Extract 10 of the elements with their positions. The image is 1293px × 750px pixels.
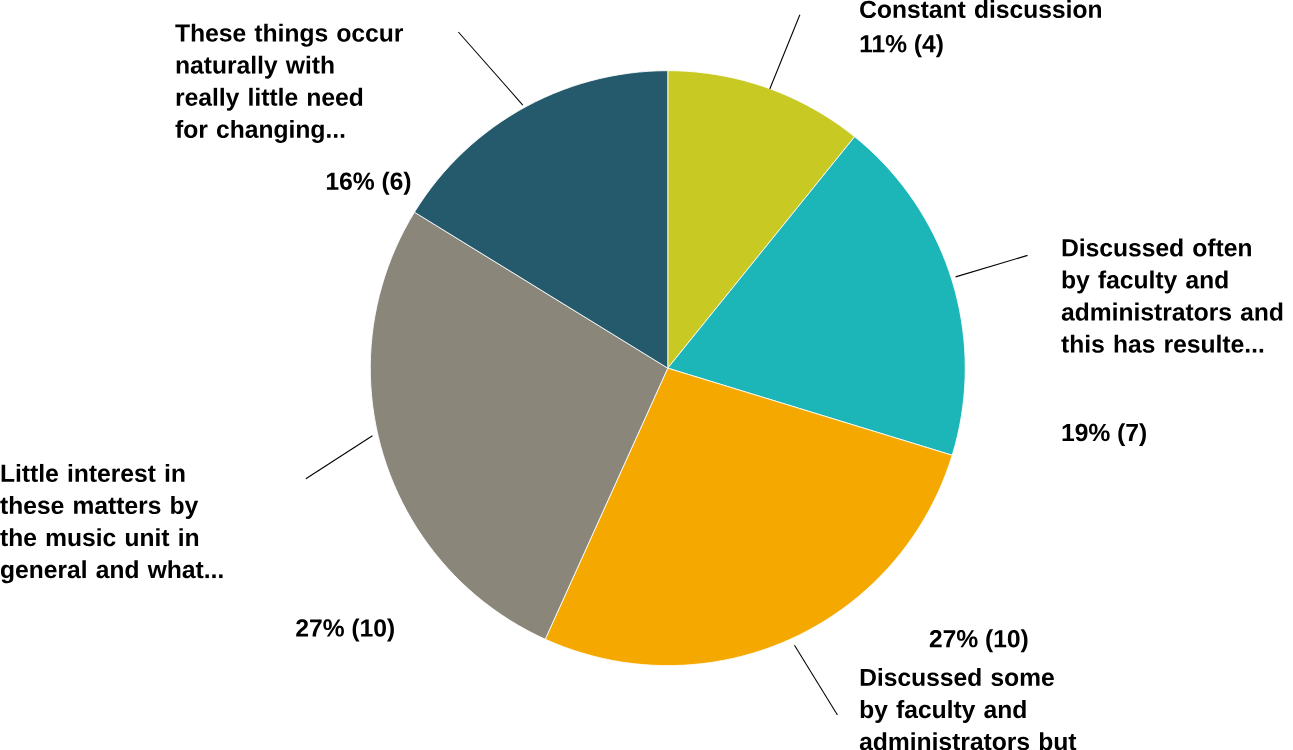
data-label: 19% (7) [1062,423,1146,446]
data-label: 27% (10) [296,618,394,642]
data-label: 16% (6) [326,171,411,195]
slice-label: Little interest in these matters by the music unit in general and what... [0,463,223,584]
data-label: 11% (4) [860,34,943,58]
slice-label: Discussed some by faculty and administrators but [859,667,1077,750]
data-label: 27% (10) [929,629,1028,653]
slice-label: These things occur naturally with really little need for changing... [175,23,404,143]
slice-label: Constant discussion [860,0,1101,18]
slice-label: Discussed often by faculty and administrators and this has resulte... [1061,238,1283,353]
